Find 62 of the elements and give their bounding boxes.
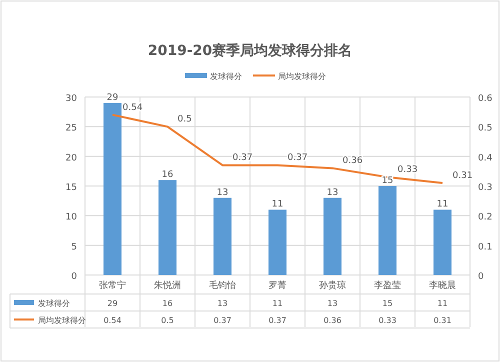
line-series bbox=[112, 114, 444, 184]
y2-tick-label: 0.2 bbox=[478, 212, 492, 223]
x-tick-label: 毛钧怡 bbox=[209, 280, 236, 291]
bar bbox=[268, 210, 286, 275]
text: 13 bbox=[216, 188, 228, 198]
text: 15 bbox=[382, 176, 394, 186]
y-tick-label: 5 bbox=[71, 242, 77, 252]
text: 0.54 bbox=[122, 102, 143, 113]
y-tick-label: 25 bbox=[66, 124, 77, 134]
data-label: 0.54 bbox=[104, 316, 122, 325]
y2-tick-label: 0.4 bbox=[478, 153, 493, 164]
data-label: 0.5 bbox=[161, 316, 174, 325]
text: 0.37 bbox=[232, 153, 253, 164]
y2-tick-label: 0.6 bbox=[478, 94, 493, 104]
y-tick-label: 0 bbox=[71, 272, 78, 282]
bar bbox=[378, 186, 396, 275]
data-label: 11 bbox=[437, 299, 448, 308]
data-label: 29 bbox=[107, 299, 118, 308]
text: 发球得分 bbox=[38, 299, 70, 308]
text: 0.5 bbox=[178, 114, 192, 125]
bar bbox=[158, 180, 176, 275]
chart-title: 2019-20赛季局均发球得分排名 bbox=[148, 42, 352, 59]
x-tick-label: 孙贵琼 bbox=[319, 280, 346, 291]
text: 0.37 bbox=[288, 153, 308, 164]
x-tick-label: 朱悦洲 bbox=[154, 280, 181, 291]
data-label: 13 bbox=[327, 299, 338, 308]
y-tick-label: 30 bbox=[66, 94, 78, 104]
text: 11 bbox=[272, 200, 284, 210]
bar bbox=[104, 102, 122, 275]
data-label: 0.37 bbox=[268, 316, 286, 325]
data-label: 11 bbox=[272, 299, 283, 308]
y-tick-label: 10 bbox=[66, 212, 78, 223]
y2-tick-label: 0.1 bbox=[478, 242, 492, 252]
bar bbox=[214, 198, 232, 275]
data-label: 16 bbox=[162, 299, 173, 308]
text: 29 bbox=[106, 92, 118, 103]
legend-label: 发球得分 bbox=[210, 72, 242, 81]
text: 13 bbox=[326, 188, 338, 198]
x-tick-label: 李盈莹 bbox=[374, 280, 401, 291]
data-label: 13 bbox=[217, 299, 228, 308]
data-label: 0.37 bbox=[214, 316, 232, 325]
data-label: 0.33 bbox=[378, 316, 396, 325]
x-tick-label: 李晓晨 bbox=[429, 280, 456, 291]
x-tick-label: 张常宁 bbox=[99, 280, 126, 291]
text: 局均发球得分 bbox=[38, 316, 86, 325]
y2-tick-label: 0 bbox=[478, 272, 484, 282]
x-tick-label: 罗菁 bbox=[268, 280, 286, 291]
text: 0.33 bbox=[398, 165, 418, 176]
text: 11 bbox=[436, 200, 448, 210]
y2-tick-label: 0.5 bbox=[478, 124, 492, 134]
text: 0.36 bbox=[342, 156, 363, 166]
y-tick-label: 20 bbox=[66, 153, 78, 164]
text: 16 bbox=[162, 170, 174, 180]
data-label: 15 bbox=[382, 299, 393, 308]
legend-label: 局均发球得分 bbox=[278, 72, 326, 81]
data-label: 0.36 bbox=[324, 316, 342, 325]
bar bbox=[324, 198, 342, 275]
y-tick-label: 15 bbox=[66, 183, 77, 193]
text: 0.31 bbox=[452, 171, 473, 182]
y2-tick-label: 0.3 bbox=[478, 183, 492, 193]
bar bbox=[434, 210, 452, 275]
data-label: 0.31 bbox=[434, 316, 452, 325]
